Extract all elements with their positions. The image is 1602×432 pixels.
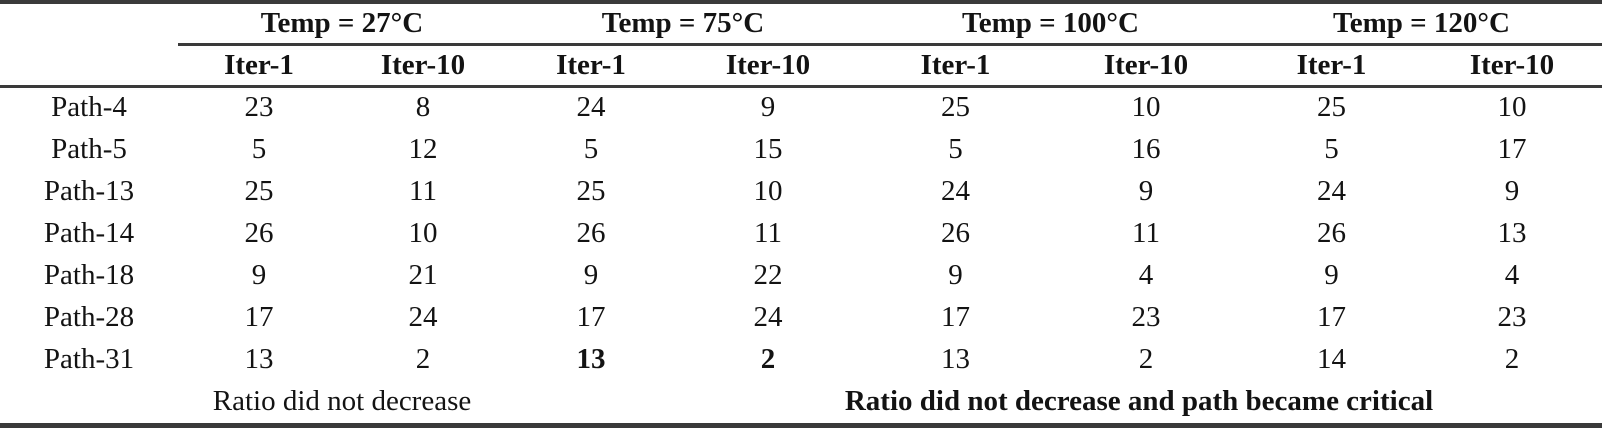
table-cell: 24 xyxy=(576,91,606,124)
table-cell: 10 xyxy=(753,174,783,207)
table-cell: 16 xyxy=(1131,132,1161,165)
row-label: Path-28 xyxy=(43,300,135,333)
footnote-right: Ratio did not decrease and path became c… xyxy=(844,384,1434,417)
table-cell: 11 xyxy=(1132,216,1160,249)
table-cell: 8 xyxy=(415,91,431,124)
table-cell: 17 xyxy=(1497,132,1527,165)
table-cell: 17 xyxy=(244,300,274,333)
table-cell: 2 xyxy=(415,342,431,375)
table-cell: 13 xyxy=(244,342,274,375)
table-cell: 23 xyxy=(244,91,274,124)
table-cell: 11 xyxy=(409,174,437,207)
table-cell: 9 xyxy=(760,91,776,124)
footnote-left: Ratio did not decrease xyxy=(212,384,472,417)
footnote-row: Ratio did not decrease Ratio did not dec… xyxy=(0,380,1602,425)
row-label: Path-13 xyxy=(43,174,135,207)
table-cell: 9 xyxy=(583,258,599,291)
table-cell: 5 xyxy=(251,132,267,165)
table-cell: 5 xyxy=(1324,132,1339,165)
table-row-path-28: Path-28 17 24 17 24 17 23 17 23 xyxy=(0,296,1602,338)
table-cell: 24 xyxy=(1317,174,1346,207)
table-cell: 14 xyxy=(1317,342,1346,375)
table-cell: 13 xyxy=(1497,216,1527,249)
table-cell: 2 xyxy=(1138,342,1154,375)
temp-header-75c: Temp = 75°C xyxy=(506,2,860,46)
table-cell: 25 xyxy=(941,91,970,124)
temp-header-row: Temp = 27°C Temp = 75°C Temp = 100°C Tem… xyxy=(0,2,1602,46)
iter-header-row: Iter-1 Iter-10 Iter-1 Iter-10 Iter-1 Ite… xyxy=(0,44,1602,88)
empty-cell xyxy=(0,380,178,425)
temp-header-27c: Temp = 27°C xyxy=(178,2,506,46)
iter-header: Iter-1 xyxy=(506,44,676,88)
table-cell: 9 xyxy=(1504,174,1520,207)
table-cell: 9 xyxy=(948,258,963,291)
table-cell: 24 xyxy=(408,300,438,333)
table-row-path-18: Path-18 9 21 9 22 9 4 9 4 xyxy=(0,254,1602,296)
table-cell: 12 xyxy=(408,132,438,165)
table-cell: 21 xyxy=(408,258,438,291)
table-cell-bold: 13 xyxy=(576,342,606,375)
table-cell: 26 xyxy=(244,216,274,249)
iter-header: Iter-1 xyxy=(1241,44,1422,88)
table-cell: 24 xyxy=(753,300,783,333)
table-cell: 15 xyxy=(753,132,783,165)
table-row-path-31: Path-31 13 2 13 2 13 2 14 2 xyxy=(0,338,1602,380)
temp-header-100c: Temp = 100°C xyxy=(860,2,1241,46)
table-cell: 25 xyxy=(244,174,274,207)
iter-header: Iter-10 xyxy=(676,44,860,88)
temp-header-120c: Temp = 120°C xyxy=(1241,2,1602,46)
empty-cell xyxy=(506,380,676,425)
table-cell: 11 xyxy=(754,216,782,249)
table-cell: 25 xyxy=(576,174,606,207)
table-cell: 5 xyxy=(948,132,963,165)
table-cell: 23 xyxy=(1497,300,1527,333)
table-cell: 10 xyxy=(1131,91,1161,124)
row-label: Path-4 xyxy=(51,91,127,124)
row-label: Path-31 xyxy=(43,342,135,375)
table-cell: 9 xyxy=(1138,174,1154,207)
iter-header: Iter-10 xyxy=(1422,44,1602,88)
table-cell-bold: 2 xyxy=(760,342,776,375)
table-cell: 17 xyxy=(1317,300,1346,333)
table-cell: 2 xyxy=(1504,342,1520,375)
table-row-path-4: Path-4 23 8 24 9 25 10 25 10 xyxy=(0,86,1602,128)
table-cell: 17 xyxy=(576,300,606,333)
table-row-path-5: Path-5 5 12 5 15 5 16 5 17 xyxy=(0,128,1602,170)
row-label: Path-18 xyxy=(43,258,135,291)
iter-header: Iter-1 xyxy=(178,44,340,88)
table-row-path-13: Path-13 25 11 25 10 24 9 24 9 xyxy=(0,170,1602,212)
table-cell: 9 xyxy=(251,258,267,291)
table-cell: 4 xyxy=(1138,258,1154,291)
table-cell: 4 xyxy=(1504,258,1520,291)
table-cell: 10 xyxy=(408,216,438,249)
table-cell: 13 xyxy=(941,342,970,375)
iter-header: Iter-10 xyxy=(340,44,506,88)
table-cell: 23 xyxy=(1131,300,1161,333)
table-cell: 17 xyxy=(941,300,970,333)
table-cell: 26 xyxy=(1317,216,1346,249)
table-cell: 26 xyxy=(576,216,606,249)
table-cell: 5 xyxy=(583,132,599,165)
table-cell: 10 xyxy=(1497,91,1527,124)
corner-cell xyxy=(0,2,178,44)
table-cell: 9 xyxy=(1324,258,1339,291)
table-cell: 25 xyxy=(1317,91,1346,124)
corner-cell xyxy=(0,44,178,88)
table-row-path-14: Path-14 26 10 26 11 26 11 26 13 xyxy=(0,212,1602,254)
row-label: Path-5 xyxy=(51,132,127,165)
iter-header: Iter-1 xyxy=(860,44,1051,88)
table-cell: 24 xyxy=(941,174,970,207)
iter-header: Iter-10 xyxy=(1051,44,1241,88)
row-label: Path-14 xyxy=(43,216,135,249)
table-cell: 26 xyxy=(941,216,970,249)
table-cell: 22 xyxy=(753,258,783,291)
